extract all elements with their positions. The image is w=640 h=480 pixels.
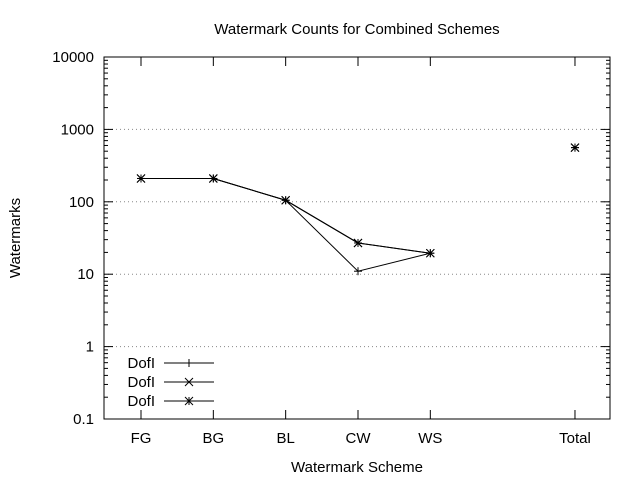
x-axis-label: Watermark Scheme bbox=[291, 459, 423, 476]
marker-stroke bbox=[353, 238, 363, 248]
x-axis: FG BG BL CW WS Total bbox=[131, 57, 591, 447]
legend-label: DofI bbox=[127, 393, 155, 410]
legend: DofI DofI DofI bbox=[127, 355, 214, 410]
y-axis-label: Watermarks bbox=[7, 198, 24, 278]
x-tick-label: CW bbox=[345, 430, 371, 447]
y-axis: 0.1 1 10 100 1000 10000 bbox=[52, 49, 610, 428]
legend-marker bbox=[185, 359, 193, 367]
series-lines bbox=[141, 177, 431, 272]
data-point bbox=[570, 143, 580, 152]
y-tick-label: 1 bbox=[86, 339, 94, 356]
legend-label: DofI bbox=[127, 374, 155, 391]
marker-stroke bbox=[281, 195, 291, 205]
series-markers bbox=[136, 143, 580, 276]
data-point bbox=[281, 195, 291, 205]
grid bbox=[104, 128, 610, 348]
data-point bbox=[136, 174, 146, 183]
data-point bbox=[353, 238, 363, 248]
marker-stroke bbox=[184, 377, 194, 387]
y-tick-label: 0.1 bbox=[73, 411, 94, 428]
marker-stroke bbox=[136, 174, 146, 183]
marker-stroke bbox=[208, 174, 218, 183]
data-point bbox=[208, 174, 218, 183]
legend-marker bbox=[184, 377, 194, 387]
x-tick-label: FG bbox=[131, 430, 152, 447]
x-tick-label: WS bbox=[418, 430, 442, 447]
marker-stroke bbox=[425, 248, 435, 258]
marker-stroke bbox=[570, 143, 580, 152]
x-tick-label: BL bbox=[276, 430, 294, 447]
y-tick-label: 100 bbox=[69, 194, 94, 211]
y-tick-label: 10 bbox=[77, 266, 94, 283]
data-point bbox=[425, 248, 435, 258]
x-tick-label: Total bbox=[559, 430, 591, 447]
y-tick-label: 10000 bbox=[52, 49, 94, 66]
y-tick-label: 1000 bbox=[61, 121, 94, 138]
data-point bbox=[353, 267, 362, 276]
series-line-3 bbox=[141, 177, 431, 254]
plot-frame bbox=[103, 56, 611, 420]
marker-stroke bbox=[184, 396, 194, 406]
chart-title: Watermark Counts for Combined Schemes bbox=[214, 21, 499, 38]
series-line-2 bbox=[141, 177, 431, 254]
x-tick-label: BG bbox=[202, 430, 224, 447]
legend-label: DofI bbox=[127, 355, 155, 372]
series-line-1 bbox=[141, 177, 431, 272]
legend-marker bbox=[184, 396, 194, 406]
